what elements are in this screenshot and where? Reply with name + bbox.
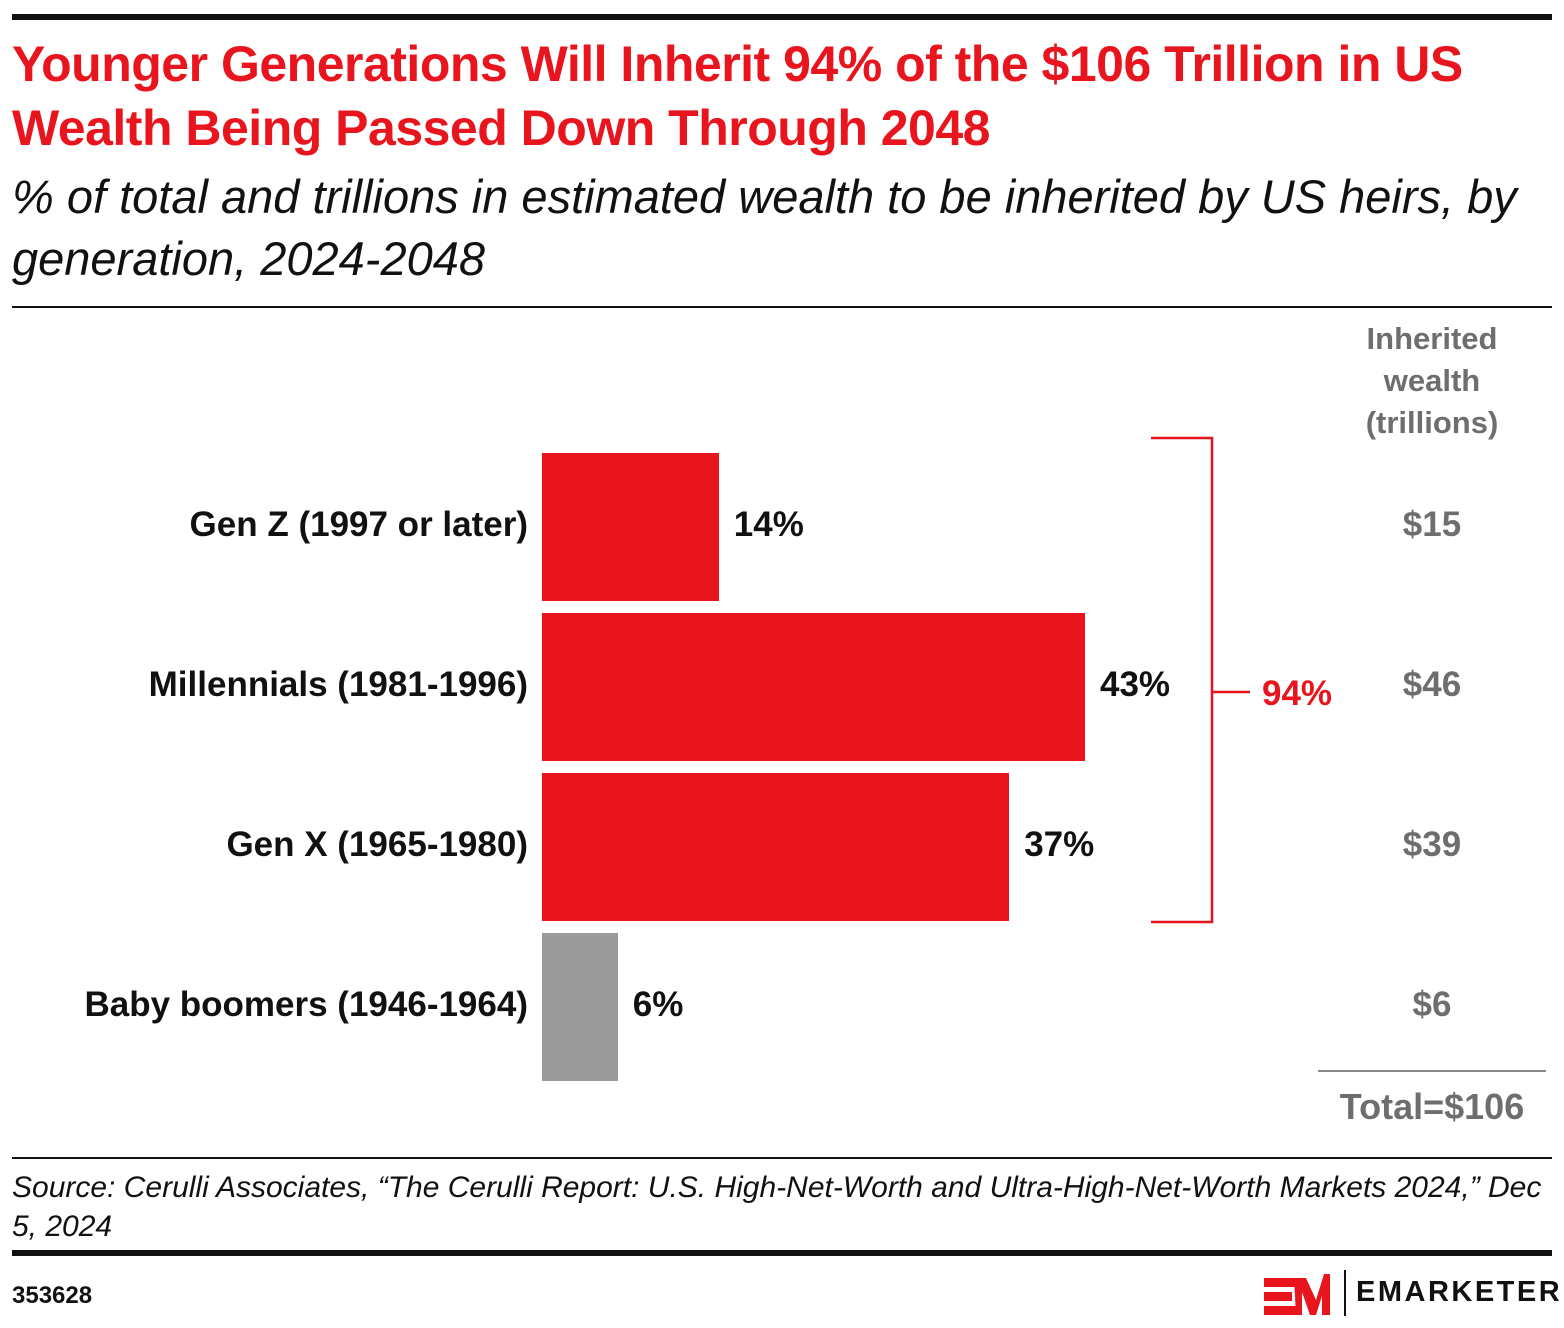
bottom-rule (12, 1250, 1552, 1256)
source-note: Source: Cerulli Associates, “The Cerulli… (12, 1171, 1542, 1243)
category-label: Gen Z (1997 or later) (189, 505, 528, 544)
chart-id: 353628 (12, 1282, 93, 1309)
category-label: Gen X (1965-1980) (226, 825, 528, 864)
total-rule (1318, 1070, 1546, 1072)
inherited-wealth-value: $46 (1402, 665, 1462, 704)
source-rule (12, 1157, 1552, 1159)
value-label: 14% (733, 505, 804, 544)
chart-title: Younger Generations Will Inherit 94% of … (12, 36, 1463, 156)
category-label: Millennials (1981-1996) (148, 665, 528, 704)
total-label: Total=$106 (1339, 1086, 1525, 1127)
header-rule (12, 306, 1552, 308)
value-label: 43% (1100, 665, 1171, 704)
value-label: 37% (1024, 825, 1095, 864)
bracket-label: 94% (1262, 674, 1333, 713)
top-rule (12, 14, 1552, 20)
inherited-wealth-value: $15 (1402, 505, 1462, 544)
logo-divider (1344, 1270, 1346, 1316)
bar (542, 933, 618, 1081)
value-label: 6% (632, 985, 684, 1024)
chart-subtitle: % of total and trillions in estimated we… (12, 170, 1517, 285)
bar (542, 613, 1085, 761)
inherited-wealth-value: $6 (1412, 985, 1452, 1024)
bar (542, 453, 719, 601)
inherited-wealth-value: $39 (1402, 825, 1462, 864)
bar (542, 773, 1010, 921)
category-label: Baby boomers (1946-1964) (84, 985, 528, 1024)
em-logo-mark (1264, 1274, 1330, 1315)
emarketer-logo: EMARKETER (1264, 1270, 1560, 1320)
logo-text: EMARKETER (1356, 1276, 1563, 1308)
side-column-header: Inherited wealth (trillions) (1365, 321, 1499, 440)
